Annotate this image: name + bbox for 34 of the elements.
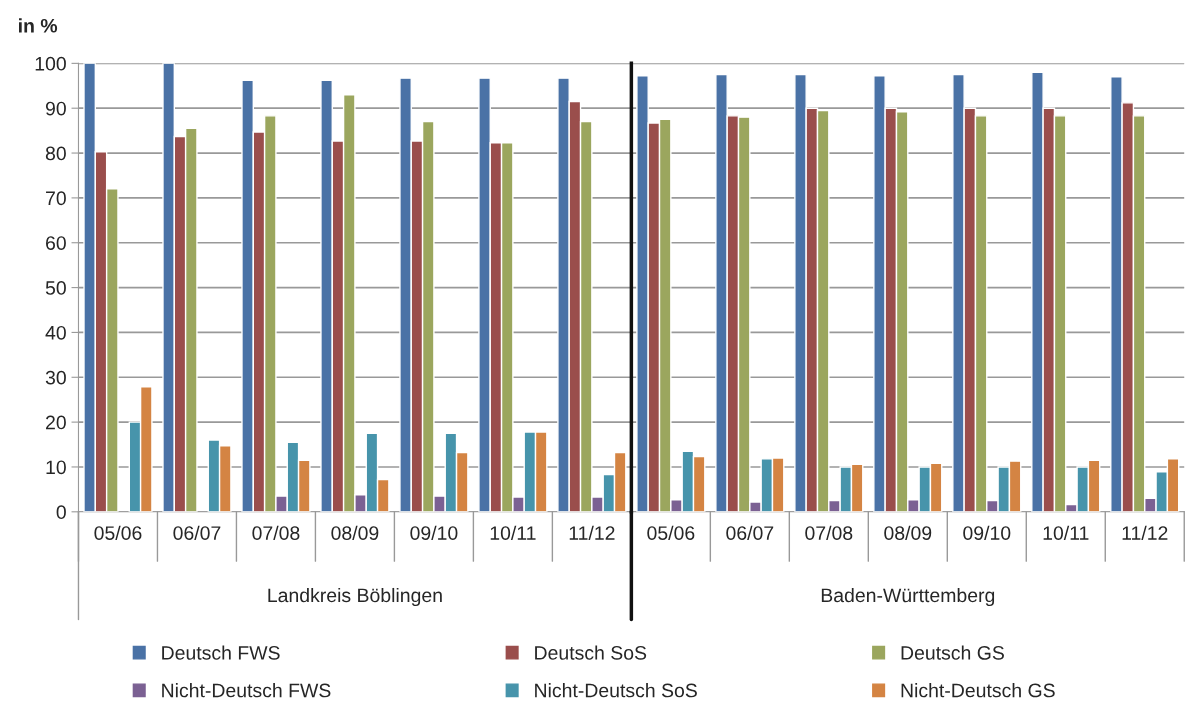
legend-label: Deutsch GS (901, 645, 1004, 660)
x-tick-label: 08/09 (884, 525, 932, 540)
y-tick-label: 20 (46, 415, 66, 430)
x-tick-label: 11/12 (1122, 525, 1168, 540)
x-tick-label: 06/07 (726, 525, 774, 540)
y-tick-label: 40 (45, 325, 66, 340)
y-tick-label: 60 (46, 236, 66, 250)
x-tick-label: 07/08 (252, 525, 300, 540)
legend-label: Nicht-Deutsch FWS (162, 683, 331, 698)
y-tick-label: 30 (45, 370, 66, 385)
legend-label: Nicht-Deutsch GS (901, 683, 1055, 698)
x-tick-label: 07/08 (805, 525, 853, 540)
y-tick-label: 90 (45, 101, 66, 116)
x-axis-title: Landkreis Böblingen (268, 587, 442, 607)
x-tick-label: 09/10 (410, 525, 458, 540)
x-tick-label: 10/11 (1043, 525, 1089, 540)
x-axis-title: Baden-Württemberg (821, 587, 995, 607)
x-tick-label: 05/06 (647, 525, 695, 540)
x-tick-label: 09/10 (963, 525, 1011, 540)
y-tick-label: 100 (35, 56, 66, 71)
x-tick-label: 05/06 (94, 525, 142, 540)
x-tick-label: 10/11 (490, 525, 536, 540)
x-tick-label: 11/12 (569, 525, 615, 540)
y-tick-label: 70 (46, 191, 66, 206)
y-tick-label: 0 (56, 505, 66, 520)
legend-label: Deutsch FWS (162, 645, 280, 660)
x-tick-label: 06/07 (173, 525, 221, 540)
legend-label: Nicht-Deutsch SoS (535, 683, 697, 698)
y-tick-label: 10 (46, 460, 66, 475)
y-tick-label: 50 (45, 281, 66, 295)
y-axis-title: in % (19, 18, 58, 33)
y-tick-label: 80 (45, 146, 66, 161)
x-tick-label: 08/09 (331, 525, 379, 540)
legend-label: Deutsch SoS (535, 645, 647, 660)
